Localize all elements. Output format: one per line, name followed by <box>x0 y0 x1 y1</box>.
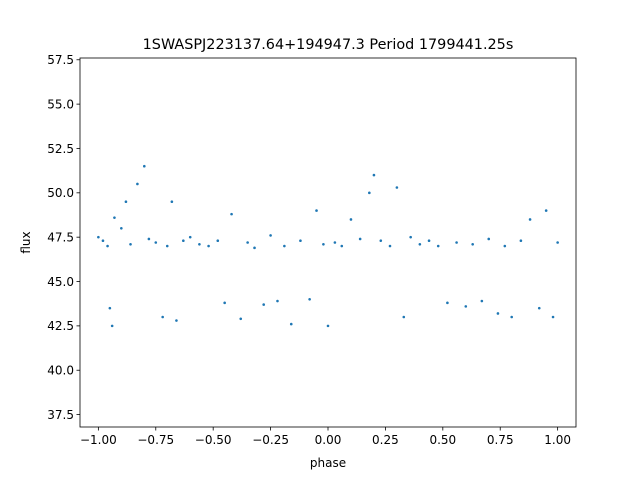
data-point <box>110 324 114 328</box>
data-point <box>129 242 132 246</box>
data-point <box>175 319 178 322</box>
data-point <box>182 239 185 243</box>
y-tick-label: 42.5 <box>47 319 74 333</box>
data-point <box>402 315 406 319</box>
y-tick-label: 55.0 <box>47 97 74 111</box>
data-point <box>464 305 468 308</box>
data-point <box>503 244 507 248</box>
data-point <box>108 306 112 310</box>
data-point <box>372 173 376 177</box>
x-tick-label: −0.75 <box>137 433 174 447</box>
data-point <box>253 246 256 250</box>
x-axis: −1.00 −0.75 −0.50 −0.25 0.00 0.25 0.50 0.75 1.00 <box>80 427 571 447</box>
data-point <box>322 242 325 246</box>
data-point <box>289 322 293 326</box>
plot-frame <box>79 57 577 428</box>
x-axis-label: phase <box>310 456 346 470</box>
data-point <box>409 235 412 239</box>
data-point <box>113 216 116 219</box>
data-point <box>106 244 109 248</box>
data-point <box>496 312 500 315</box>
data-point <box>537 306 541 310</box>
y-axis: 37.5 40.0 42.5 45.0 47.5 50.0 52.5 55.0 57.5 <box>47 53 80 422</box>
y-tick-label: 37.5 <box>47 408 74 422</box>
data-point <box>388 244 392 248</box>
data-point <box>427 239 431 243</box>
data-point <box>326 324 330 328</box>
data-point <box>471 242 474 246</box>
data-point <box>418 242 422 246</box>
y-tick-label: 50.0 <box>47 186 74 200</box>
y-tick-label: 47.5 <box>47 230 74 244</box>
data-point <box>340 244 344 248</box>
data-point <box>333 241 337 244</box>
data-point <box>368 191 371 195</box>
data-point <box>223 301 226 305</box>
data-point <box>308 297 311 301</box>
y-tick-label: 57.5 <box>47 53 74 67</box>
x-tick-label: −0.50 <box>195 433 232 447</box>
data-point <box>230 212 233 216</box>
y-tick-label: 45.0 <box>47 275 74 289</box>
data-point <box>188 235 192 239</box>
data-point <box>556 241 559 244</box>
data-point <box>487 237 491 241</box>
data-point <box>120 227 123 230</box>
data-point <box>246 241 249 244</box>
x-tick-label: 1.00 <box>544 433 571 447</box>
scatter-points <box>97 164 559 328</box>
data-point <box>165 244 169 248</box>
data-point <box>455 241 458 244</box>
data-point <box>510 315 513 319</box>
data-point <box>207 244 210 248</box>
data-point <box>528 218 532 221</box>
data-point <box>480 299 484 303</box>
data-point <box>97 235 100 239</box>
x-tick-label: 0.75 <box>487 433 514 447</box>
data-point <box>436 244 440 248</box>
x-tick-label: 0.00 <box>315 433 342 447</box>
data-point <box>262 303 266 306</box>
data-point <box>379 239 383 243</box>
data-point <box>154 241 158 244</box>
data-point <box>239 317 243 321</box>
x-tick-label: −1.00 <box>80 433 117 447</box>
data-point <box>315 209 318 212</box>
x-tick-label: −0.25 <box>252 433 289 447</box>
y-axis-label: flux <box>19 231 33 253</box>
data-point <box>143 164 146 168</box>
y-tick-label: 40.0 <box>47 364 74 378</box>
data-point <box>349 218 353 221</box>
data-point <box>276 299 279 303</box>
data-point <box>170 200 174 203</box>
data-point <box>198 242 201 246</box>
data-point <box>519 239 523 243</box>
data-point <box>124 200 128 203</box>
data-point <box>358 237 362 241</box>
data-point <box>136 182 139 186</box>
data-point <box>269 234 272 237</box>
y-tick-label: 52.5 <box>47 142 74 156</box>
data-point <box>147 237 151 241</box>
data-point <box>101 239 105 243</box>
data-point <box>446 301 449 305</box>
data-point <box>551 315 555 319</box>
data-point <box>283 244 286 248</box>
data-point <box>544 209 548 212</box>
data-point <box>395 186 399 189</box>
x-tick-label: 0.25 <box>372 433 399 447</box>
data-point <box>161 315 164 319</box>
data-point <box>216 239 220 243</box>
chart-title: 1SWASPJ223137.64+194947.3 Period 1799441… <box>143 37 514 53</box>
x-tick-label: 0.50 <box>429 433 456 447</box>
data-point <box>299 239 302 243</box>
